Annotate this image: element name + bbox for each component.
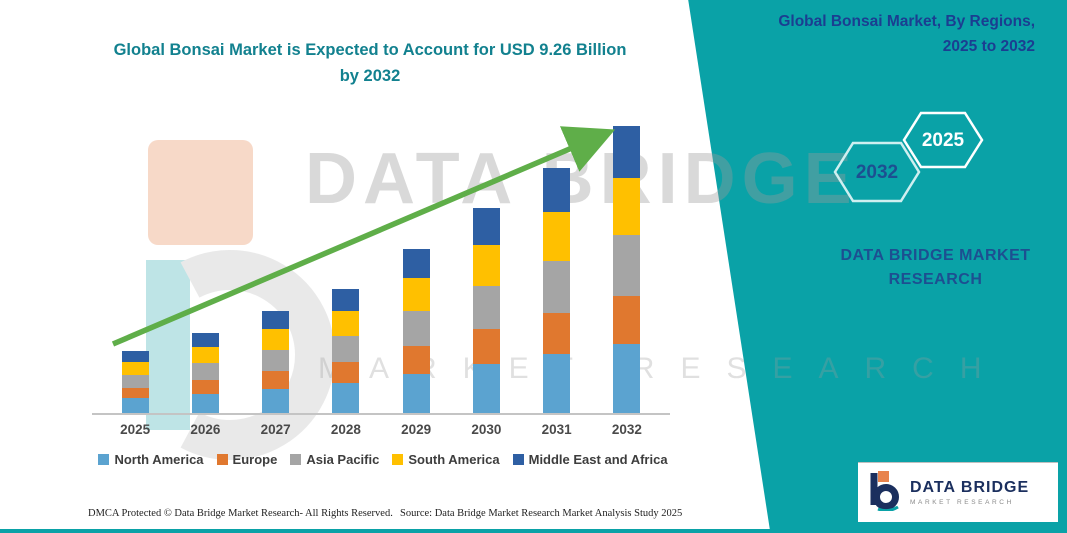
bar-column-2029 — [381, 126, 451, 413]
bar-segment — [402, 345, 430, 374]
side-panel-brand-line2: RESEARCH — [888, 271, 983, 288]
legend-label: Europe — [232, 452, 278, 467]
legend-label: Asia Pacific — [306, 452, 380, 467]
x-axis-label: 2032 — [611, 422, 642, 437]
bar-column-2027 — [241, 126, 311, 413]
bar-segment — [543, 261, 571, 313]
legend-item: Middle East and Africa — [512, 452, 668, 467]
x-axis-label: 2028 — [330, 422, 361, 437]
bar-segment — [332, 362, 360, 384]
bar-segment — [472, 208, 500, 246]
page-title-line2: by 2032 — [339, 66, 401, 85]
bar-segment — [191, 363, 219, 381]
bar-segment — [613, 295, 641, 345]
bar-segment — [332, 289, 360, 312]
bar-segment — [191, 347, 219, 364]
bar-segment — [472, 364, 500, 413]
bar-segment — [472, 245, 500, 287]
x-axis-label: 2030 — [471, 422, 502, 437]
bar-segment — [472, 329, 500, 364]
data-bridge-logo-icon — [866, 469, 902, 516]
bar-column-2032 — [592, 126, 662, 413]
bar-segment — [613, 178, 641, 236]
x-axis-label: 2031 — [541, 422, 572, 437]
bar-segment — [121, 362, 149, 375]
bar-segment — [332, 336, 360, 363]
bar-segment — [543, 312, 571, 355]
legend-swatch-icon — [512, 454, 524, 465]
bar-segment — [262, 310, 290, 330]
bar-column-2025 — [100, 126, 170, 413]
bar-segment — [613, 235, 641, 296]
footer-source: Source: Data Bridge Market Research Mark… — [400, 508, 683, 519]
bar-segment — [472, 286, 500, 330]
bottom-accent-strip — [0, 529, 1067, 533]
brand-logo-subtitle: MARKET RESEARCH — [910, 499, 1014, 506]
hexagon-2025-icon — [902, 111, 984, 169]
hexagon-2032-icon — [833, 141, 921, 203]
bar-segment — [332, 383, 360, 413]
bar-segment — [191, 380, 219, 394]
bar-segment — [191, 393, 219, 413]
side-panel-brand-line1: DATA BRIDGE MARKET — [840, 247, 1031, 264]
bar-segment — [121, 387, 149, 399]
bar-column-2031 — [522, 126, 592, 413]
bar-segment — [121, 351, 149, 363]
bar-segment — [121, 374, 149, 388]
bar-segment — [191, 332, 219, 348]
x-axis-label: 2026 — [190, 422, 221, 437]
bar-segment — [262, 349, 290, 372]
side-panel-title-line1: Global Bonsai Market, By Regions, — [778, 13, 1035, 30]
side-panel-title-line2: 2025 to 2032 — [942, 37, 1035, 55]
bar-segment — [332, 311, 360, 337]
hexagon-year-2032: 2032 — [856, 162, 898, 183]
hexagon-year-badges: 2032 2025 — [825, 105, 1000, 225]
bar-segment — [613, 344, 641, 413]
legend-item: South America — [392, 452, 500, 467]
x-axis-labels: 2025 2026 2027 2028 2029 2030 2031 2032 — [92, 422, 670, 437]
legend-swatch-icon — [392, 454, 404, 465]
footer-copyright: DMCA Protected © Data Bridge Market Rese… — [88, 508, 393, 519]
side-panel-brand: DATA BRIDGE MARKET RESEARCH — [828, 244, 1043, 292]
legend-item: Asia Pacific — [290, 452, 379, 467]
bar-segment — [121, 398, 149, 413]
bar-segment — [543, 168, 571, 213]
bar-segment — [402, 278, 430, 312]
chart-legend: North America Europe Asia Pacific South Ame… — [78, 452, 688, 467]
bar-segment — [543, 212, 571, 262]
x-axis-label: 2027 — [260, 422, 291, 437]
legend-swatch-icon — [290, 454, 302, 465]
brand-logo-name: DATA BRIDGE — [910, 479, 1030, 496]
bar-segment — [262, 329, 290, 350]
legend-swatch-icon — [216, 454, 228, 465]
x-axis-label: 2029 — [401, 422, 432, 437]
bar-chart-plot — [92, 126, 670, 415]
legend-label: Middle East and Africa — [528, 452, 668, 467]
legend-swatch-icon — [98, 454, 110, 465]
side-panel-title: Global Bonsai Market, By Regions, 2025 t… — [735, 10, 1035, 60]
hexagon-year-2025: 2025 — [922, 130, 965, 151]
bar-column-2030 — [451, 126, 521, 413]
bar-segment — [402, 311, 430, 346]
legend-item: North America — [98, 452, 204, 467]
bar-column-2028 — [311, 126, 381, 413]
brand-logo-box: DATA BRIDGE MARKET RESEARCH — [858, 462, 1058, 522]
bar-segment — [262, 371, 290, 389]
bar-segment — [402, 373, 430, 413]
bar-column-2026 — [170, 126, 240, 413]
legend-label: North America — [114, 452, 204, 467]
page-title-line1: Global Bonsai Market is Expected to Acco… — [113, 41, 627, 59]
legend-item: Europe — [216, 452, 278, 467]
legend-label: South America — [408, 452, 500, 467]
page-title: Global Bonsai Market is Expected to Acco… — [70, 38, 670, 89]
bar-segment — [262, 388, 290, 413]
bar-segment — [543, 354, 571, 413]
x-axis-label: 2025 — [120, 422, 151, 437]
bar-segment — [402, 248, 430, 279]
bar-segment — [613, 126, 641, 179]
